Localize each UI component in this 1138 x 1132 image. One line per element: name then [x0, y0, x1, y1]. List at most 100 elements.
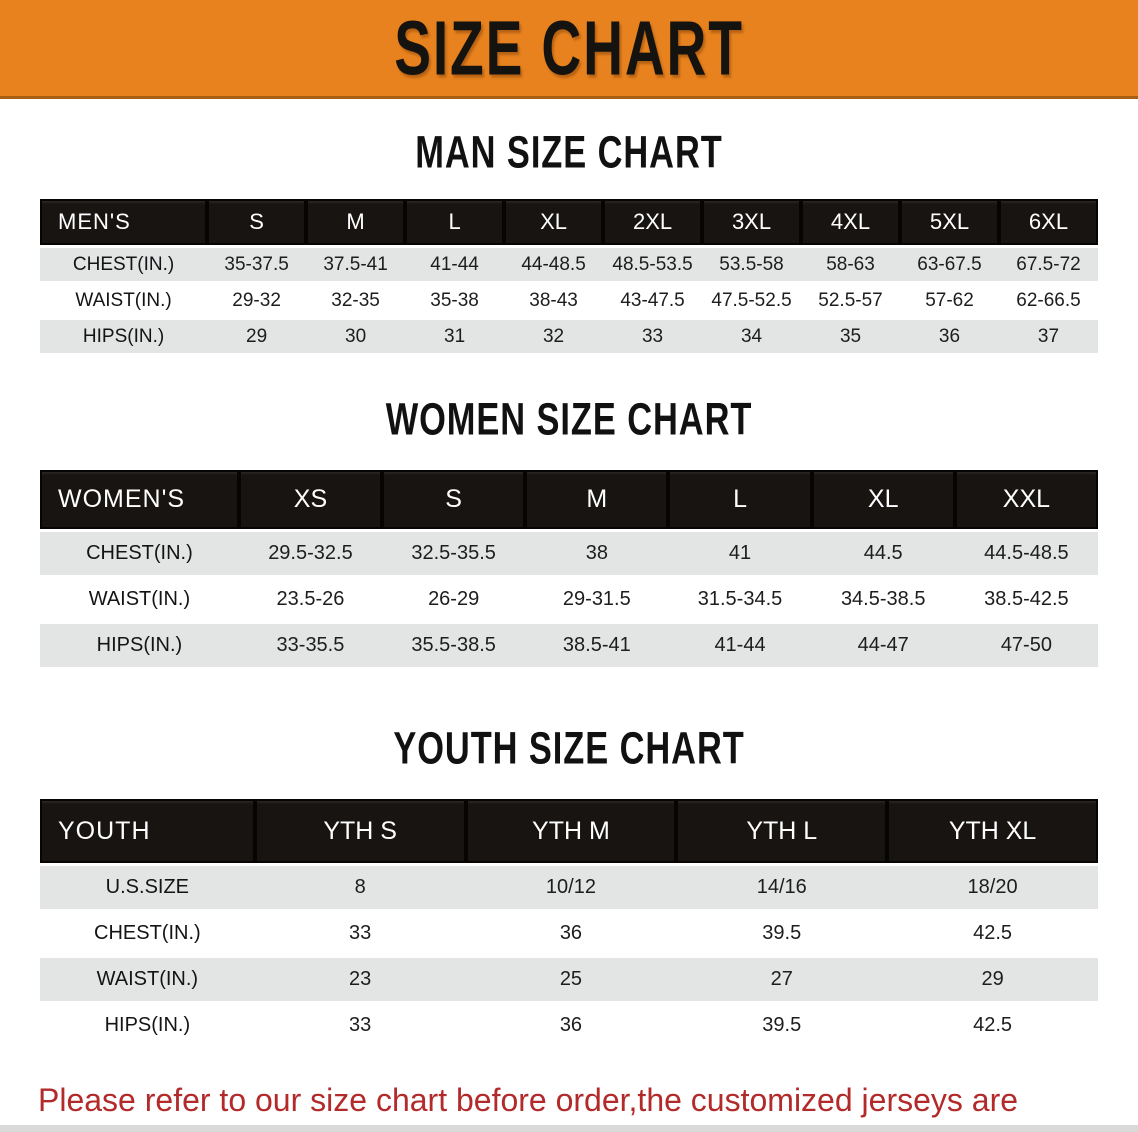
youth-header-row: YOUTH YTH S YTH M YTH L YTH XL	[40, 799, 1098, 863]
measurement-value: 27	[676, 958, 888, 1001]
size-column-header: M	[306, 199, 406, 245]
measurement-value: 36	[465, 912, 677, 955]
size-column-header: S	[207, 199, 307, 245]
measurement-value: 33	[603, 320, 703, 353]
size-column-header: XL	[504, 199, 604, 245]
measurement-value: 29	[207, 320, 307, 353]
measurement-value: 37.5-41	[306, 248, 406, 281]
measurement-value: 38.5-42.5	[954, 578, 1098, 621]
measurement-label: U.S.SIZE	[40, 866, 255, 909]
banner: SIZE CHART	[0, 0, 1138, 99]
measurement-value: 42.5	[887, 1004, 1098, 1047]
table-row: HIPS(IN.) 33 36 39.5 42.5	[40, 1004, 1098, 1047]
measurement-value: 41-44	[668, 624, 812, 667]
measurement-value: 52.5-57	[801, 284, 900, 317]
bottom-divider	[0, 1125, 1138, 1132]
table-row: HIPS(IN.) 33-35.5 35.5-38.5 38.5-41 41-44 44-…	[40, 624, 1098, 667]
measurement-value: 23	[254, 958, 466, 1001]
youth-size-table: YOUTH YTH S YTH M YTH L YTH XL U.S.SIZE 8 10/12…	[40, 796, 1098, 1050]
measurement-value: 44.5	[811, 532, 955, 575]
measurement-value: 36	[900, 320, 999, 353]
measurement-value: 8	[254, 866, 466, 909]
measurement-value: 35-38	[405, 284, 505, 317]
measurement-value: 48.5-53.5	[603, 248, 703, 281]
measurement-value: 41	[668, 532, 812, 575]
measurement-value: 29-31.5	[525, 578, 669, 621]
measurement-value: 38.5-41	[525, 624, 669, 667]
measurement-value: 32.5-35.5	[382, 532, 526, 575]
youth-corner-label: YOUTH	[40, 799, 255, 863]
table-row: CHEST(IN.) 33 36 39.5 42.5	[40, 912, 1098, 955]
measurement-value: 47-50	[954, 624, 1098, 667]
mens-header-row: MEN'S S M L XL 2XL 3XL 4XL 5XL 6XL	[40, 199, 1098, 245]
measurement-label: CHEST(IN.)	[40, 248, 208, 281]
measurement-value: 18/20	[887, 866, 1098, 909]
size-column-header: YTH M	[465, 799, 677, 863]
measurement-value: 31.5-34.5	[668, 578, 812, 621]
measurement-value: 58-63	[801, 248, 900, 281]
size-column-header: 4XL	[801, 199, 900, 245]
measurement-value: 31	[405, 320, 505, 353]
measurement-value: 36	[465, 1004, 677, 1047]
mens-corner-label: MEN'S	[40, 199, 208, 245]
measurement-value: 30	[306, 320, 406, 353]
measurement-value: 37	[998, 320, 1098, 353]
measurement-value: 10/12	[465, 866, 677, 909]
table-row: U.S.SIZE 8 10/12 14/16 18/20	[40, 866, 1098, 909]
measurement-value: 33	[254, 912, 466, 955]
page-title: SIZE CHART	[394, 5, 744, 91]
youth-section-heading: YOUTH SIZE CHART	[393, 723, 745, 774]
womens-size-table: WOMEN'S XS S M L XL XXL CHEST(IN.) 29.5-32.5 32.5…	[40, 467, 1098, 670]
measurement-label: HIPS(IN.)	[40, 320, 208, 353]
measurement-value: 33-35.5	[238, 624, 383, 667]
measurement-value: 53.5-58	[702, 248, 802, 281]
size-column-header: XXL	[954, 470, 1098, 529]
table-row: WAIST(IN.) 23.5-26 26-29 29-31.5 31.5-34.5 34…	[40, 578, 1098, 621]
size-column-header: XL	[811, 470, 955, 529]
size-column-header: YTH XL	[887, 799, 1098, 863]
measurement-value: 47.5-52.5	[702, 284, 802, 317]
measurement-value: 41-44	[405, 248, 505, 281]
table-row: WAIST(IN.) 29-32 32-35 35-38 38-43 43-47.5 47.…	[40, 284, 1098, 317]
table-row: WAIST(IN.) 23 25 27 29	[40, 958, 1098, 1001]
measurement-label: WAIST(IN.)	[40, 578, 239, 621]
measurement-label: CHEST(IN.)	[40, 912, 255, 955]
measurement-value: 14/16	[676, 866, 888, 909]
measurement-value: 33	[254, 1004, 466, 1047]
measurement-value: 67.5-72	[998, 248, 1098, 281]
measurement-label: CHEST(IN.)	[40, 532, 239, 575]
measurement-value: 23.5-26	[238, 578, 383, 621]
measurement-value: 44-48.5	[504, 248, 604, 281]
measurement-value: 29-32	[207, 284, 307, 317]
mens-section-heading: MAN SIZE CHART	[415, 127, 723, 178]
size-column-header: S	[382, 470, 526, 529]
size-column-header: L	[405, 199, 505, 245]
measurement-value: 29	[887, 958, 1098, 1001]
measurement-value: 44.5-48.5	[954, 532, 1098, 575]
measurement-value: 34	[702, 320, 802, 353]
womens-header-row: WOMEN'S XS S M L XL XXL	[40, 470, 1098, 529]
measurement-value: 57-62	[900, 284, 999, 317]
size-column-header: M	[525, 470, 669, 529]
measurement-value: 42.5	[887, 912, 1098, 955]
size-column-header: 3XL	[702, 199, 802, 245]
size-column-header: YTH S	[254, 799, 466, 863]
table-row: CHEST(IN.) 35-37.5 37.5-41 41-44 44-48.5 48.5…	[40, 248, 1098, 281]
womens-corner-label: WOMEN'S	[40, 470, 239, 529]
measurement-value: 35-37.5	[207, 248, 307, 281]
measurement-value: 35	[801, 320, 900, 353]
mens-size-table: MEN'S S M L XL 2XL 3XL 4XL 5XL 6XL CHEST(IN.) 35-37…	[40, 196, 1098, 356]
womens-section-heading: WOMEN SIZE CHART	[385, 394, 753, 445]
measurement-value: 39.5	[676, 912, 888, 955]
measurement-value: 39.5	[676, 1004, 888, 1047]
measurement-label: WAIST(IN.)	[40, 284, 208, 317]
measurement-value: 62-66.5	[998, 284, 1098, 317]
measurement-value: 29.5-32.5	[238, 532, 383, 575]
size-column-header: 6XL	[998, 199, 1098, 245]
size-column-header: YTH L	[676, 799, 888, 863]
measurement-value: 32-35	[306, 284, 406, 317]
size-column-header: 5XL	[900, 199, 999, 245]
measurement-label: WAIST(IN.)	[40, 958, 255, 1001]
measurement-label: HIPS(IN.)	[40, 624, 239, 667]
